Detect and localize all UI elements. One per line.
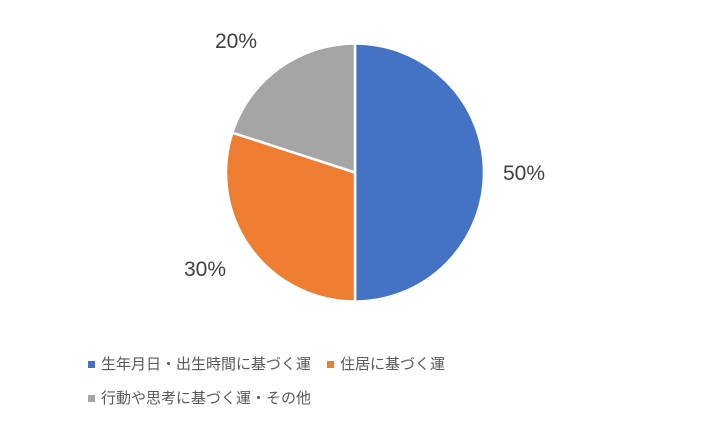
- data-label-orange-slice: 30%: [184, 258, 227, 281]
- legend-label: 住居に基づく運: [340, 355, 446, 373]
- data-label-gray-slice: 20%: [215, 30, 258, 53]
- legend-label: 生年月日・出生時間に基づく運: [101, 355, 312, 373]
- pie-slice-1[interactable]: [224, 131, 357, 303]
- legend-item-birthdate[interactable]: 生年月日・出生時間に基づく運: [88, 356, 311, 374]
- pie-slice-2[interactable]: [231, 42, 357, 174]
- pie-slice-0[interactable]: [353, 42, 486, 303]
- legend-marker-blue-icon: [88, 361, 95, 368]
- legend: 生年月日・出生時間に基づく運 住居に基づく運 行動や思考に基づく運・その他: [88, 354, 461, 422]
- legend-label: 行動や思考に基づく運・その他: [101, 389, 312, 407]
- data-label-blue-slice: 50%: [503, 162, 546, 185]
- legend-item-residence[interactable]: 住居に基づく運: [327, 356, 445, 374]
- legend-row-2: 行動や思考に基づく運・その他: [88, 388, 461, 409]
- legend-item-behavior[interactable]: 行動や思考に基づく運・その他: [88, 390, 311, 408]
- legend-marker-orange-icon: [327, 361, 335, 368]
- legend-row-1: 生年月日・出生時間に基づく運 住居に基づく運: [88, 354, 461, 375]
- legend-marker-gray-icon: [88, 395, 95, 402]
